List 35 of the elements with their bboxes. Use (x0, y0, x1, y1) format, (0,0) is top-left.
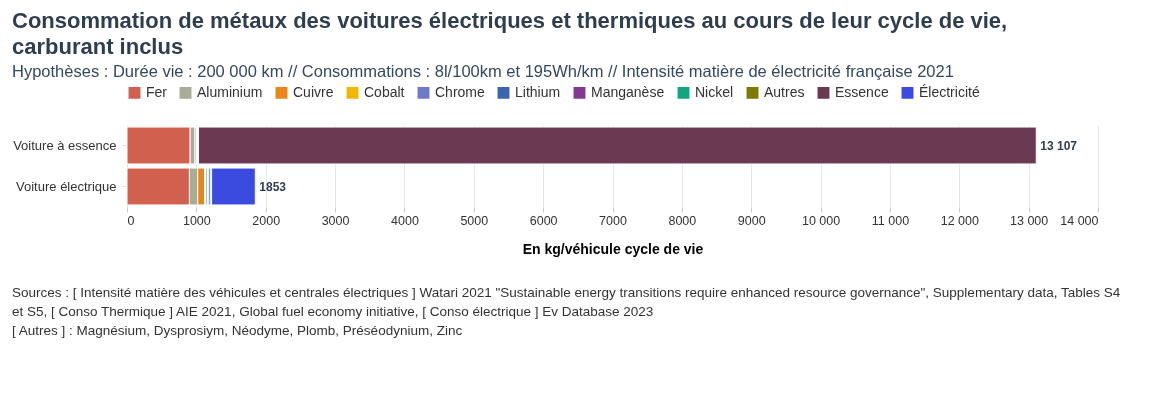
x-tick-label: 2000 (252, 213, 281, 228)
x-tick-label: 9000 (737, 213, 766, 228)
legend-label: Autres (764, 83, 805, 100)
legend-label: Chrome (435, 83, 486, 100)
source-note: Sources : [ Intensité matière des véhicules et centrales électriques ] Watari 2021 "Sustainable energy transitions require enhanced resource governance", Supplementary data, Tables S4 et S5, [ Conso Thermique ] AIE 2021, Global fuel economy initiative, [ Conso électrique ] Ev Database 2023 (12, 284, 1122, 321)
x-tick-label: 11 000 (871, 213, 910, 228)
x-tick-label: 3000 (321, 213, 350, 228)
legend-label: Essence (835, 83, 889, 100)
total-label: 13 107 (1040, 138, 1078, 153)
y-tick-label: Voiture électrique (16, 178, 117, 194)
legend-label: Manganèse (591, 83, 665, 100)
x-tick-label: 14 000 (1060, 213, 1099, 228)
legend-label: Aluminium (197, 83, 263, 100)
x-tick-label: 8000 (668, 213, 697, 228)
legend-label: Lithium (515, 83, 561, 100)
x-tick-label: 6000 (529, 213, 558, 228)
x-tick-label: 5000 (460, 213, 489, 228)
x-tick-label: 13 000 (1010, 213, 1049, 228)
legend-label: Cobalt (364, 83, 405, 100)
legend-label: Cuivre (293, 83, 334, 100)
x-tick-label: 4000 (391, 213, 419, 228)
x-tick-label: 0 (127, 213, 135, 228)
legend-label: Nickel (695, 83, 734, 100)
text: [ Autres ] : Magnésium, Dysprosiym, Néodyme, Plomb, Préséodynium, Zinc (12, 322, 464, 340)
x-tick-label: 7000 (599, 213, 627, 228)
legend-label: Fer (146, 83, 168, 100)
chart-title: Consommation de métaux des voitures électriques et thermiques au cours de leur cycle de vie, carburant inclus (12, 8, 1009, 60)
y-tick-label: Voiture à essence (13, 137, 117, 153)
x-tick-label: 12 000 (940, 213, 979, 228)
x-tick-label: 1000 (182, 213, 211, 228)
x-axis-title: En kg/véhicule cycle de vie (522, 241, 704, 257)
chart-subtitle: Hypothèses : Durée vie : 200 000 km // Consommations : 8l/100km et 195Wh/km // Intensité matière de électricité française 2021 (12, 62, 955, 81)
total-label: 1853 (259, 179, 287, 194)
x-tick-label: 10 000 (801, 213, 841, 228)
legend-label: Électricité (919, 83, 980, 100)
